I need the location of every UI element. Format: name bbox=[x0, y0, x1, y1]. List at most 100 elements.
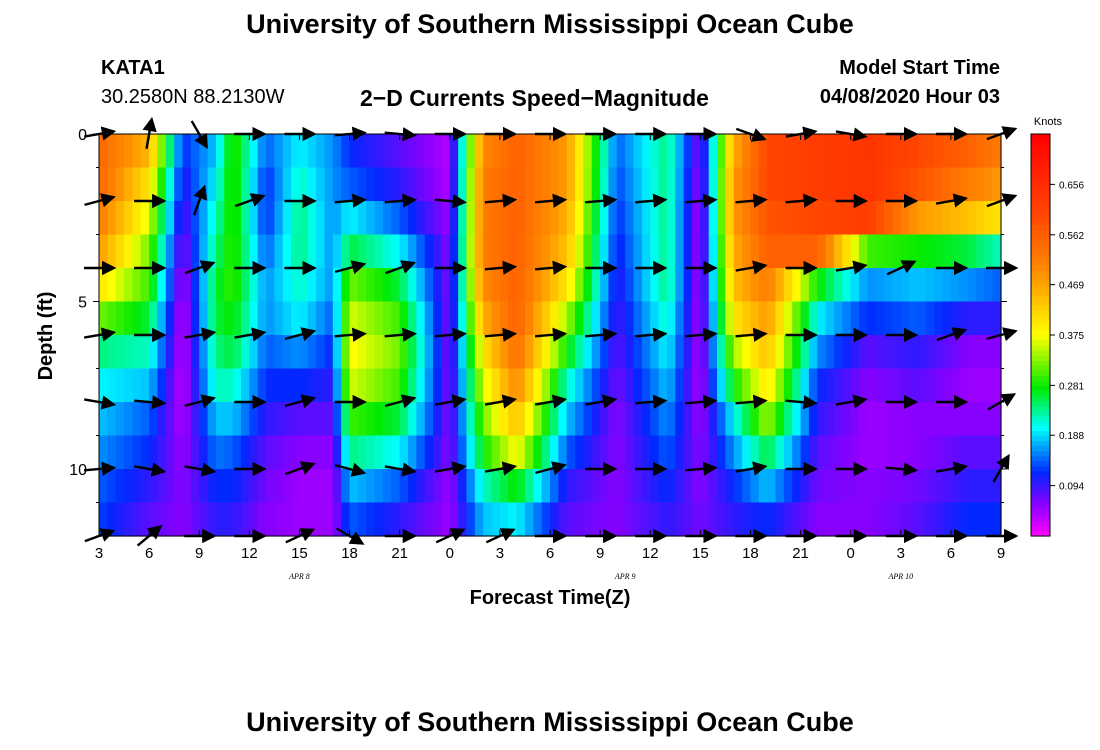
heatmap-cell bbox=[257, 402, 267, 437]
current-vector-arrow bbox=[585, 394, 618, 409]
heatmap-cell bbox=[583, 134, 593, 169]
heatmap-cell bbox=[550, 301, 559, 336]
heatmap-cell bbox=[833, 402, 843, 437]
heatmap-cell bbox=[733, 502, 743, 537]
heatmap-cell bbox=[499, 435, 509, 470]
heatmap-cell bbox=[742, 268, 752, 303]
heatmap-cell bbox=[416, 234, 426, 269]
heatmap-cell bbox=[558, 368, 568, 403]
heatmap-cell bbox=[600, 502, 610, 537]
heatmap-cell bbox=[190, 234, 200, 269]
heatmap-cell bbox=[625, 435, 635, 470]
heatmap-cell bbox=[357, 234, 367, 269]
heatmap-cell bbox=[884, 469, 894, 504]
heatmap-cell bbox=[533, 201, 543, 236]
colorbar-segment bbox=[1031, 485, 1050, 492]
heatmap-cell bbox=[608, 167, 618, 202]
heatmap-cell bbox=[566, 368, 576, 403]
heatmap-cell bbox=[817, 301, 827, 336]
heatmap-cell bbox=[950, 201, 960, 236]
heatmap-cell bbox=[458, 134, 468, 169]
heatmap-cell bbox=[249, 234, 259, 269]
heatmap-cell bbox=[257, 201, 267, 236]
heatmap-cell bbox=[491, 469, 501, 504]
heatmap-cell bbox=[884, 335, 894, 370]
heatmap-cell bbox=[291, 134, 301, 169]
heatmap-cell bbox=[608, 469, 618, 504]
heatmap-cell bbox=[149, 335, 159, 370]
current-vector-arrow bbox=[585, 193, 618, 208]
heatmap-cell bbox=[984, 234, 994, 269]
heatmap-cell bbox=[867, 234, 877, 269]
heatmap-cell bbox=[884, 435, 894, 470]
heatmap-cell bbox=[240, 268, 250, 303]
heatmap-cell bbox=[366, 335, 376, 370]
heatmap-cell bbox=[232, 402, 242, 437]
heatmap-cell bbox=[959, 201, 969, 236]
heatmap-cell bbox=[575, 134, 585, 169]
current-vector-arrow bbox=[735, 461, 768, 476]
heatmap-cell bbox=[332, 335, 342, 370]
heatmap-cell bbox=[783, 234, 793, 269]
heatmap-cell bbox=[190, 301, 200, 336]
date-label: APR 9 bbox=[614, 572, 636, 581]
heatmap-cell bbox=[909, 368, 919, 403]
heatmap-cell bbox=[650, 201, 660, 236]
heatmap-cell bbox=[483, 469, 493, 504]
heatmap-cell bbox=[725, 201, 735, 236]
heatmap-cell bbox=[975, 368, 985, 403]
heatmap-cell bbox=[892, 167, 902, 202]
heatmap-cell bbox=[424, 167, 434, 202]
colorbar-segment bbox=[1031, 169, 1050, 175]
heatmap-cell bbox=[850, 469, 860, 504]
heatmap-cell bbox=[892, 201, 902, 236]
heatmap-cell bbox=[124, 435, 134, 470]
heatmap-cell bbox=[717, 402, 726, 437]
heatmap-cell bbox=[199, 301, 209, 336]
heatmap-cell bbox=[132, 435, 142, 470]
heatmap-cell bbox=[307, 502, 317, 537]
heatmap-cell bbox=[140, 435, 150, 470]
heatmap-cell bbox=[140, 234, 150, 269]
heatmap-cell bbox=[825, 368, 835, 403]
heatmap-cell bbox=[675, 335, 685, 370]
heatmap-cell bbox=[433, 301, 443, 336]
heatmap-cell bbox=[541, 435, 551, 470]
heatmap-cell bbox=[466, 335, 476, 370]
heatmap-cell bbox=[725, 268, 735, 303]
heatmap-cell bbox=[332, 234, 342, 269]
current-vector-arrow bbox=[835, 260, 868, 275]
heatmap-cell bbox=[382, 268, 392, 303]
heatmap-cell bbox=[433, 435, 443, 470]
colorbar-segment bbox=[1031, 365, 1050, 371]
heatmap-cell bbox=[516, 502, 526, 537]
heatmap-cell bbox=[491, 167, 501, 202]
colorbar-segment bbox=[1031, 254, 1050, 261]
heatmap-cell bbox=[282, 368, 292, 403]
heatmap-cell bbox=[199, 502, 209, 537]
heatmap-cell bbox=[758, 469, 768, 504]
heatmap-cell bbox=[675, 301, 685, 336]
heatmap-cell bbox=[850, 201, 860, 236]
heatmap-cell bbox=[859, 234, 868, 269]
heatmap-cell bbox=[775, 201, 785, 236]
heatmap-cell bbox=[775, 502, 785, 537]
heatmap-cell bbox=[733, 435, 743, 470]
heatmap-cell bbox=[625, 368, 635, 403]
heatmap-cell bbox=[917, 201, 927, 236]
heatmap-cell bbox=[775, 167, 785, 202]
heatmap-cell bbox=[850, 402, 860, 437]
heatmap-cell bbox=[524, 435, 534, 470]
heatmap-cell bbox=[817, 402, 827, 437]
heatmap-cell bbox=[349, 469, 359, 504]
heatmap-cell bbox=[767, 435, 777, 470]
heatmap-cell bbox=[299, 335, 309, 370]
heatmap-cell bbox=[257, 368, 267, 403]
heatmap-cell bbox=[274, 368, 284, 403]
colorbar-segment bbox=[1031, 340, 1050, 346]
heatmap-cell bbox=[900, 402, 910, 437]
heatmap-cell bbox=[499, 368, 509, 403]
heatmap-cell bbox=[408, 502, 417, 537]
colorbar-segment bbox=[1031, 199, 1050, 205]
heatmap-cell bbox=[767, 469, 777, 504]
